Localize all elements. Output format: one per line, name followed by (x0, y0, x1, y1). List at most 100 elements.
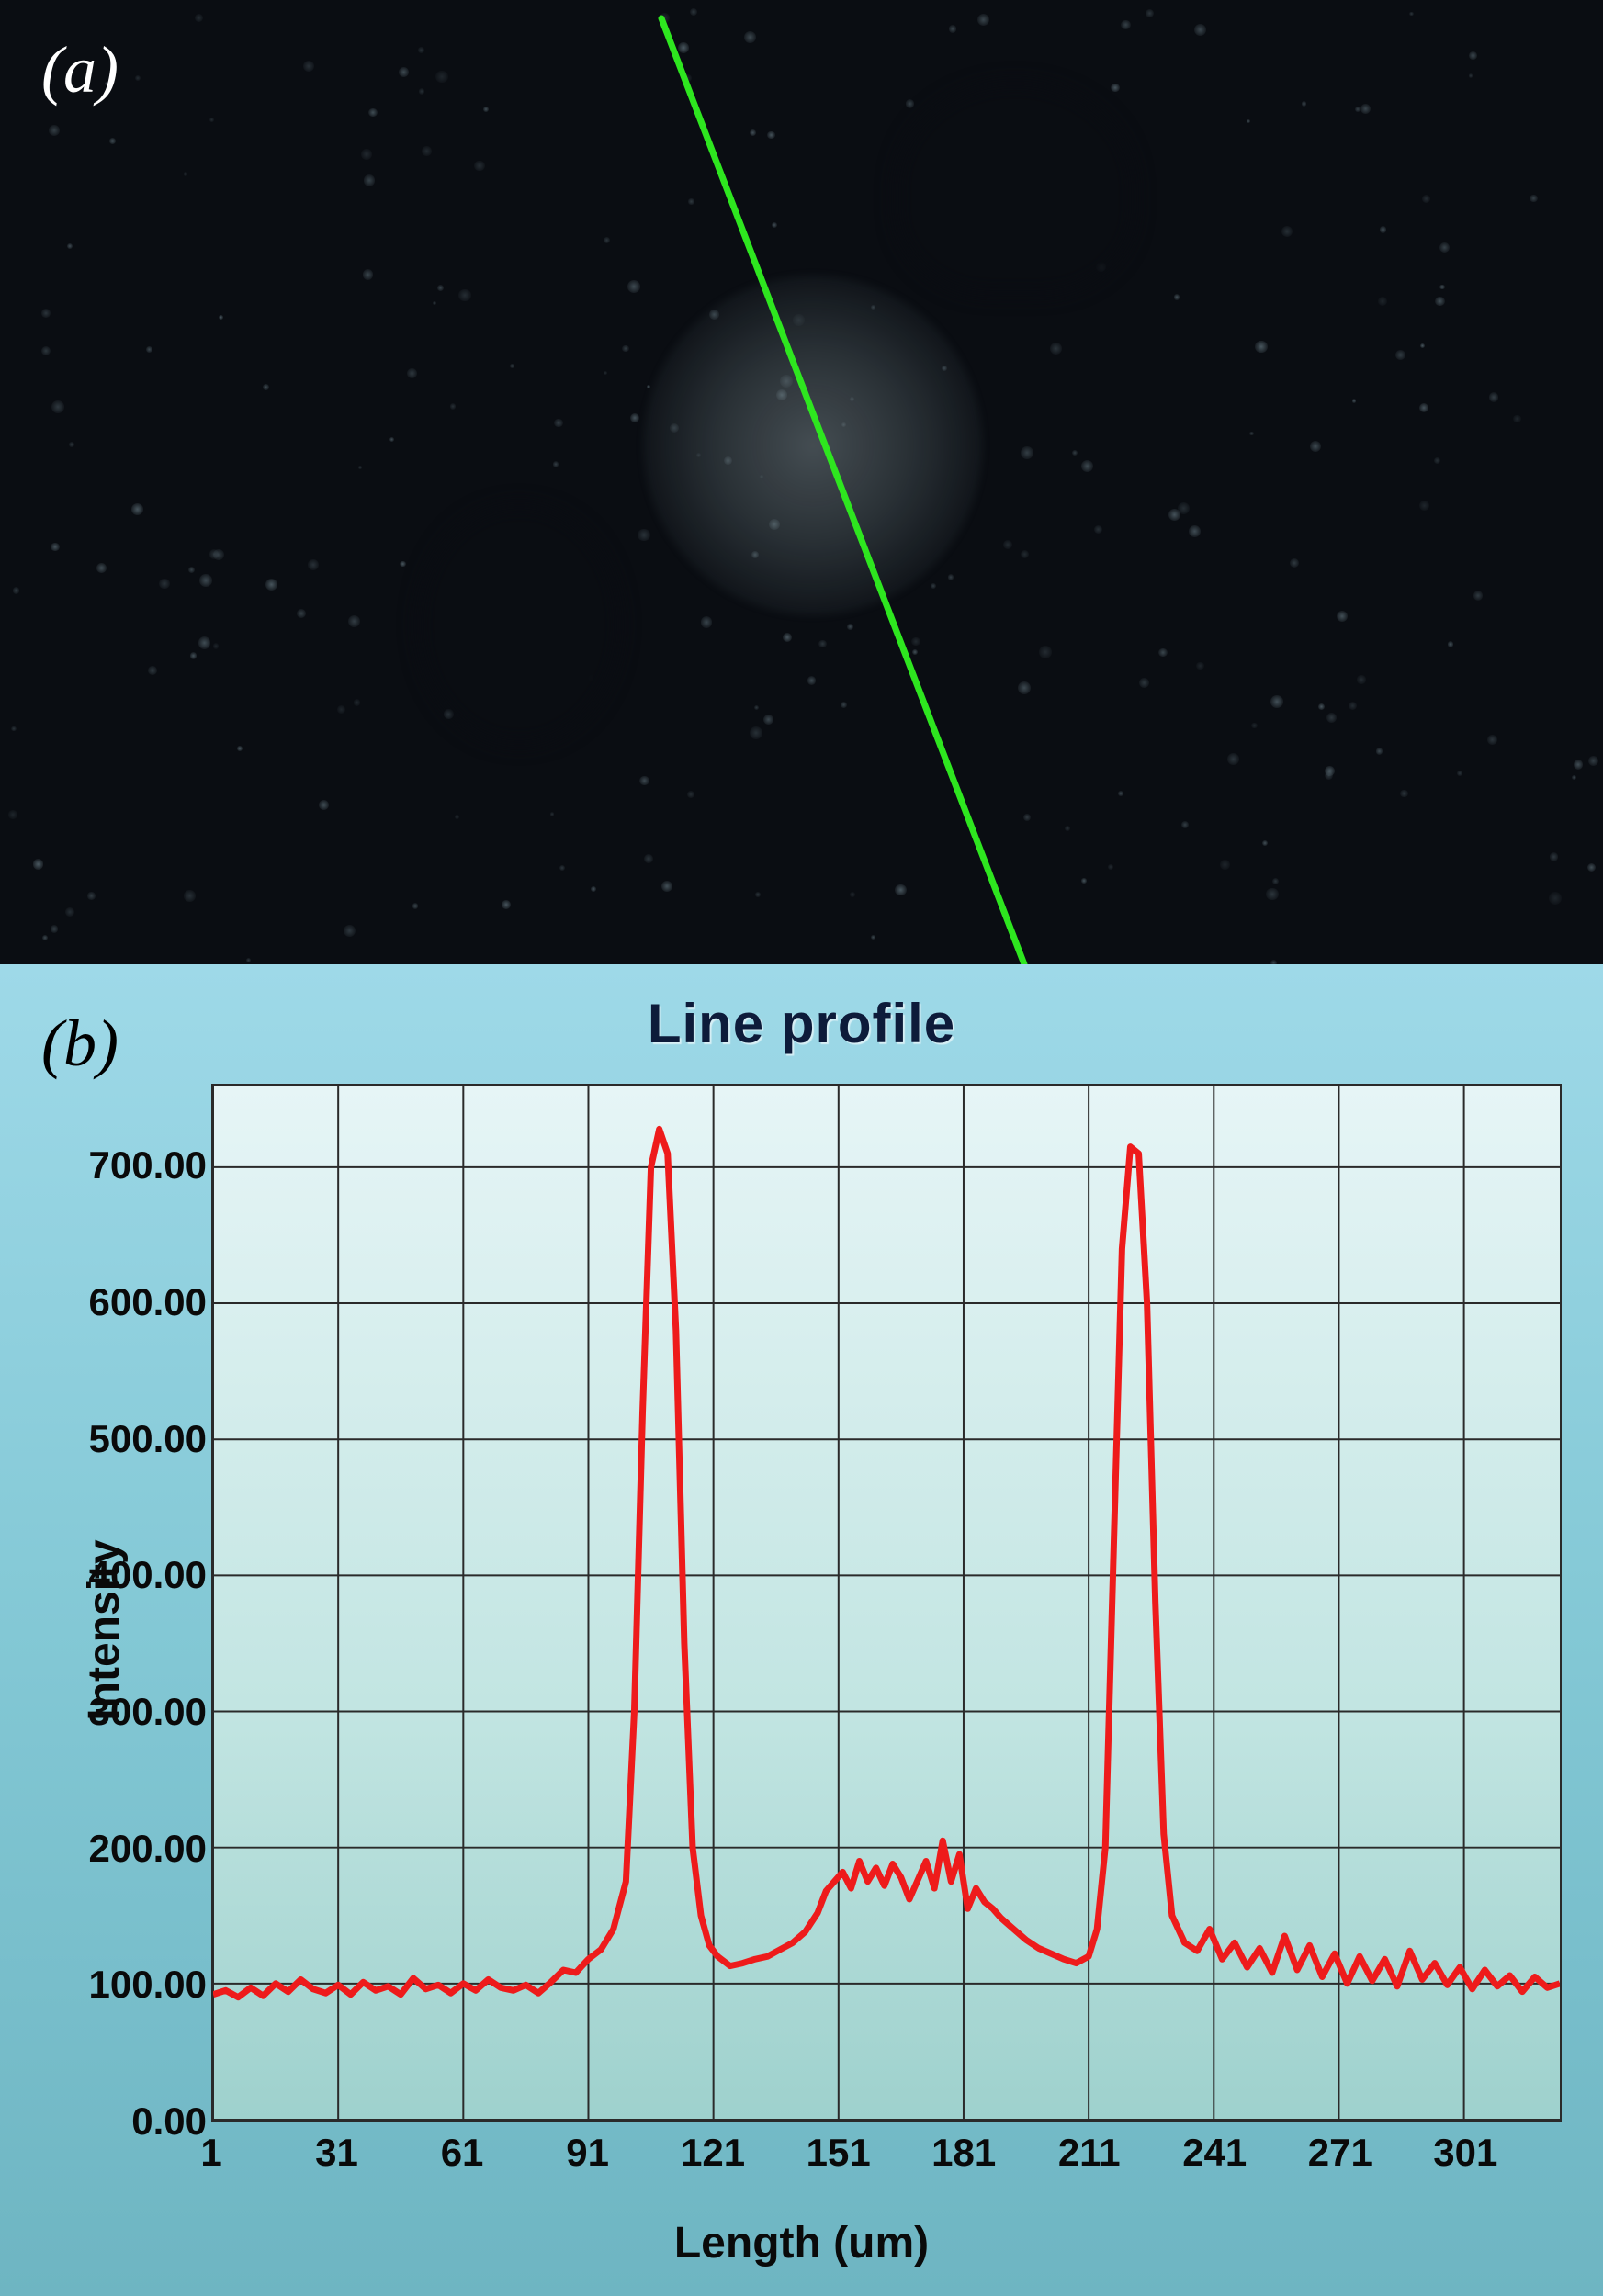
speckle (1530, 195, 1538, 203)
speckle (190, 652, 197, 658)
speckle (219, 315, 223, 320)
speckle (949, 25, 957, 33)
speckle (1146, 9, 1154, 17)
panel-b-label: (b) (41, 1006, 119, 1082)
speckle (1108, 864, 1113, 870)
speckle (1270, 695, 1283, 708)
speckle (1420, 343, 1425, 348)
panel-a: (a) (0, 0, 1603, 964)
speckle (419, 88, 425, 95)
speckle (199, 574, 212, 587)
speckle (358, 466, 362, 469)
speckle (41, 346, 51, 355)
speckle (51, 543, 59, 551)
speckle (1139, 678, 1150, 689)
speckle (1439, 285, 1445, 290)
speckle (135, 75, 141, 81)
speckle (109, 138, 116, 144)
speckle (1395, 350, 1406, 361)
speckle (1326, 713, 1337, 723)
speckle (8, 810, 17, 818)
x-tick-label: 91 (542, 2131, 634, 2175)
speckle (1302, 101, 1306, 106)
x-tick-label: 271 (1294, 2131, 1386, 2175)
speckle (906, 99, 914, 107)
speckle (49, 125, 60, 136)
speckle (319, 800, 329, 810)
ring (468, 119, 1139, 790)
speckle (400, 561, 405, 567)
x-tick-label: 61 (416, 2131, 508, 2175)
x-tick-label: 151 (793, 2131, 885, 2175)
speckle (1174, 294, 1180, 300)
speckle (1513, 415, 1520, 422)
speckle (65, 907, 74, 917)
speckle (1357, 675, 1365, 683)
speckle (42, 935, 48, 940)
speckle (87, 892, 95, 899)
speckle (660, 13, 670, 23)
speckle (744, 31, 756, 43)
speckle (246, 958, 251, 962)
speckle (1281, 226, 1293, 237)
speckle (559, 865, 565, 871)
ring-gap-right (896, 83, 1135, 294)
speckle (1111, 84, 1120, 93)
speckle (1419, 501, 1429, 511)
speckle (389, 437, 394, 442)
speckle (1435, 297, 1445, 307)
speckle (184, 172, 187, 175)
speckle (977, 14, 989, 26)
speckle (1588, 756, 1598, 766)
speckle (399, 67, 409, 77)
ring-gap-left (418, 505, 620, 744)
profile-svg (213, 1086, 1560, 2120)
speckle (1247, 119, 1250, 123)
speckle (850, 892, 855, 897)
speckle (188, 567, 195, 573)
speckle (483, 107, 489, 112)
speckle (348, 615, 360, 627)
speckle (303, 61, 314, 72)
speckle (33, 859, 43, 869)
y-tick-label: 500.00 (69, 1417, 207, 1461)
x-tick-label: 301 (1419, 2131, 1511, 2175)
speckle (1378, 297, 1387, 306)
speckle (422, 146, 432, 156)
speckle (148, 666, 157, 675)
speckle (678, 42, 689, 53)
speckle (1023, 814, 1031, 821)
speckle (1272, 878, 1279, 884)
speckle (198, 636, 211, 649)
speckle (51, 925, 58, 932)
speckle (1400, 790, 1407, 797)
chart-title: Line profile (0, 992, 1603, 1055)
speckle (213, 643, 220, 649)
speckle (418, 47, 424, 53)
speckle (11, 726, 17, 732)
speckle (1434, 457, 1440, 464)
speckle (213, 549, 224, 560)
speckle (895, 884, 906, 895)
speckle (687, 791, 694, 798)
speckle (13, 587, 19, 593)
speckle (1325, 771, 1333, 780)
speckle (644, 854, 653, 863)
speckle (364, 174, 375, 186)
speckle (1448, 641, 1454, 647)
speckle (1409, 12, 1414, 17)
panel-b: (b) Line profile Intensity 0.00100.00200… (0, 964, 1603, 2296)
speckle (1574, 760, 1583, 769)
speckle (433, 301, 436, 305)
speckle (1227, 753, 1239, 765)
speckle (1121, 20, 1130, 29)
speckle (1380, 226, 1386, 232)
speckle (1262, 840, 1268, 846)
speckle (1158, 648, 1168, 658)
x-tick-label: 181 (918, 2131, 1010, 2175)
speckle (1587, 863, 1596, 872)
speckle (51, 400, 64, 413)
speckle (455, 815, 459, 819)
speckle (1422, 195, 1430, 203)
speckle (354, 699, 361, 706)
